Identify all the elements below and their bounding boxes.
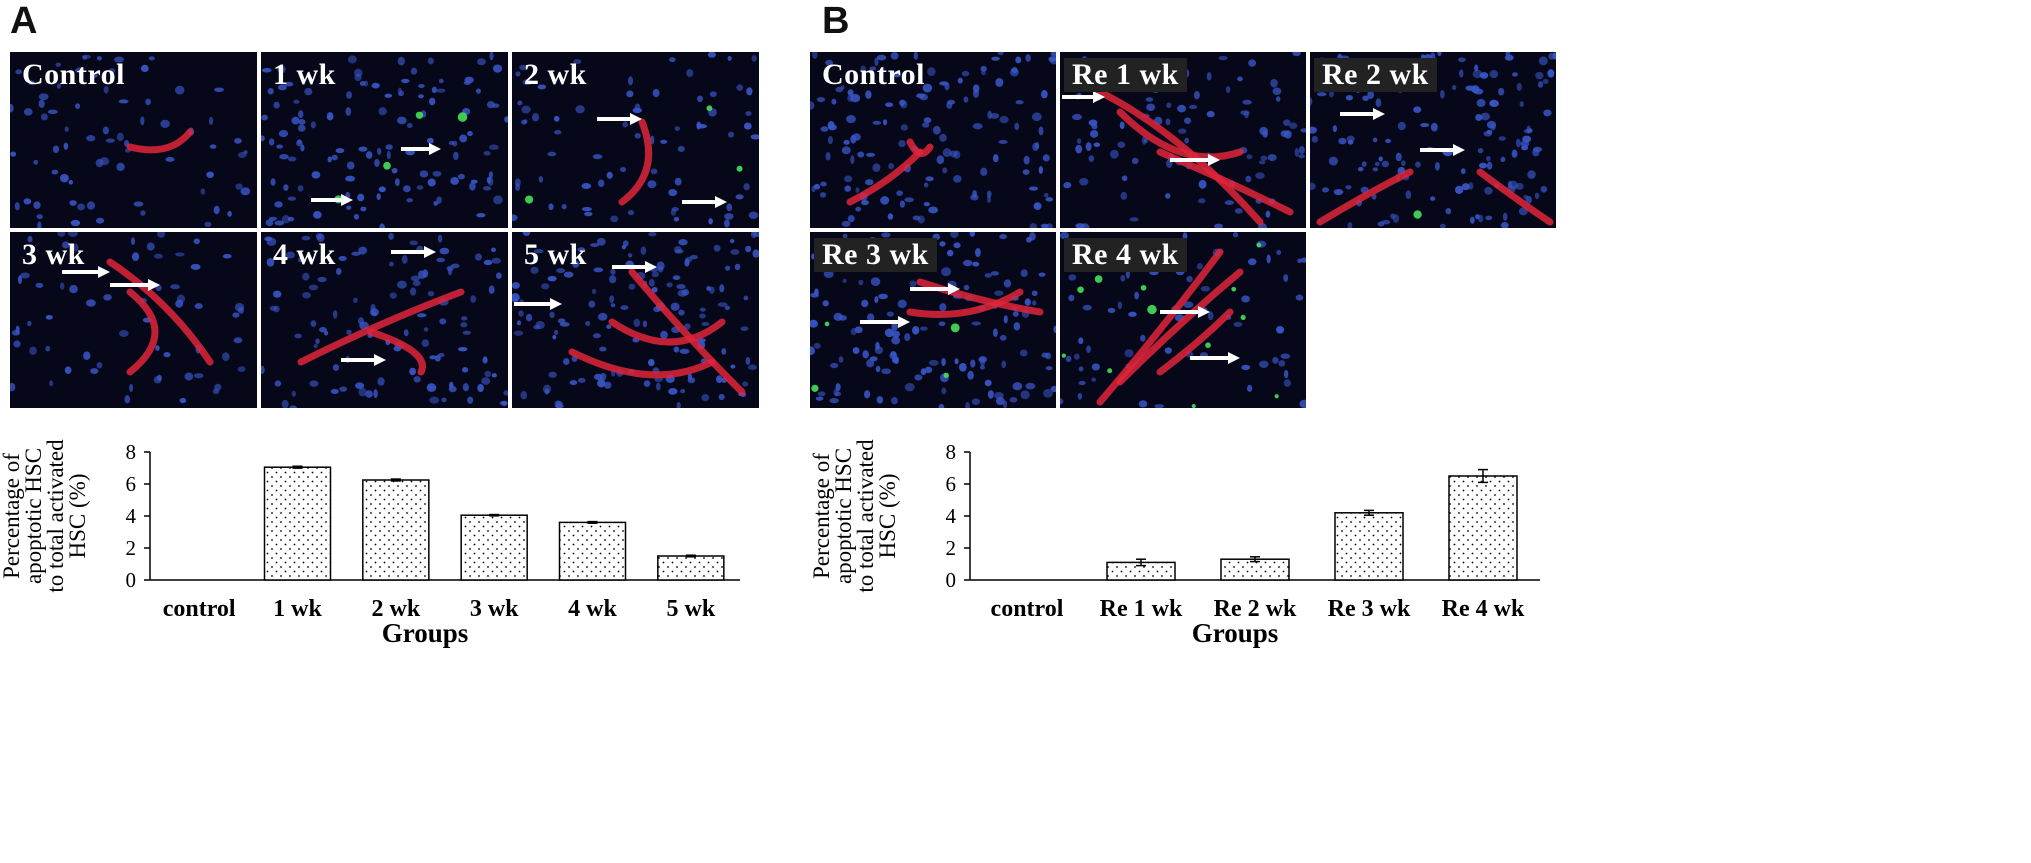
x-axis-label: Groups — [1192, 618, 1279, 648]
x-tick-label: 3 wk — [470, 596, 519, 622]
micrograph-label: Re 3 wk — [814, 238, 937, 272]
x-tick-label: control — [991, 596, 1064, 622]
bar — [1334, 512, 1404, 581]
y-tick-label: 6 — [946, 472, 957, 496]
panel-letter-b: B — [822, 0, 850, 42]
y-tick-label: 8 — [946, 440, 957, 464]
y-tick-label: 8 — [126, 440, 137, 464]
micrograph-label: 3 wk — [22, 238, 85, 271]
micrograph-label: 2 wk — [524, 58, 587, 91]
bar-chart-b: 0 2 4 6 8 Percentage ofapoptotic HSCto total … — [800, 430, 1560, 660]
bar — [657, 555, 725, 581]
bar — [362, 479, 430, 581]
y-axis-label: Percentage ofapoptotic HSCto total activ… — [0, 439, 90, 593]
y-axis-label: Percentage ofapoptotic HSCto total activ… — [809, 439, 900, 593]
bar-chart-a: 0 2 4 6 8 Percentage ofapoptotic HSCto total … — [0, 430, 800, 660]
micrograph-label: Re 1 wk — [1064, 58, 1187, 92]
micrograph-tile: 3 wk — [10, 232, 257, 408]
x-tick-label: 4 wk — [568, 596, 617, 622]
x-tick-label: 2 wk — [371, 596, 420, 622]
micrograph-tile: Re 4 wk — [1060, 232, 1306, 408]
bar — [263, 466, 332, 581]
micrograph-label: 1 wk — [273, 58, 336, 91]
bar — [1448, 475, 1518, 581]
x-tick-label: 1 wk — [273, 596, 322, 622]
micrograph-label: Re 2 wk — [1314, 58, 1437, 92]
x-tick-label: Re 4 wk — [1442, 596, 1525, 622]
bar — [558, 521, 627, 581]
x-tick-label: Re 3 wk — [1328, 596, 1411, 622]
micrograph-tile: Re 2 wk — [1310, 52, 1556, 228]
bar — [460, 514, 528, 581]
x-tick-label: Re 1 wk — [1100, 596, 1183, 622]
micrograph-label: Re 4 wk — [1064, 238, 1187, 272]
micrograph-tile: 1 wk — [261, 52, 508, 228]
y-tick-label: 0 — [126, 568, 137, 592]
y-tick-label: 0 — [946, 568, 957, 592]
x-axis-label: Groups — [382, 618, 469, 648]
y-tick-label: 2 — [126, 536, 137, 560]
micrograph-label: 5 wk — [524, 238, 587, 271]
micrograph-tile: Control — [810, 52, 1056, 228]
panel-letter-a: A — [10, 0, 38, 42]
micrograph-tile: 2 wk — [512, 52, 759, 228]
micrograph-tile: 4 wk — [261, 232, 508, 408]
micrograph-label: 4 wk — [273, 238, 336, 271]
micrograph-tile: 5 wk — [512, 232, 759, 408]
y-tick-label: 4 — [946, 504, 957, 528]
micrograph-tile: Control — [10, 52, 257, 228]
micrograph-label: Control — [22, 58, 125, 91]
y-tick-label: 6 — [126, 472, 137, 496]
y-tick-label: 2 — [946, 536, 957, 560]
micrograph-label: Control — [822, 58, 925, 91]
x-tick-label: control — [163, 596, 236, 622]
micrograph-tile: Re 3 wk — [810, 232, 1056, 408]
y-tick-label: 4 — [126, 504, 137, 528]
micrograph-tile: Re 1 wk — [1060, 52, 1306, 228]
x-tick-label: Re 2 wk — [1214, 596, 1297, 622]
x-tick-label: 5 wk — [666, 596, 715, 622]
